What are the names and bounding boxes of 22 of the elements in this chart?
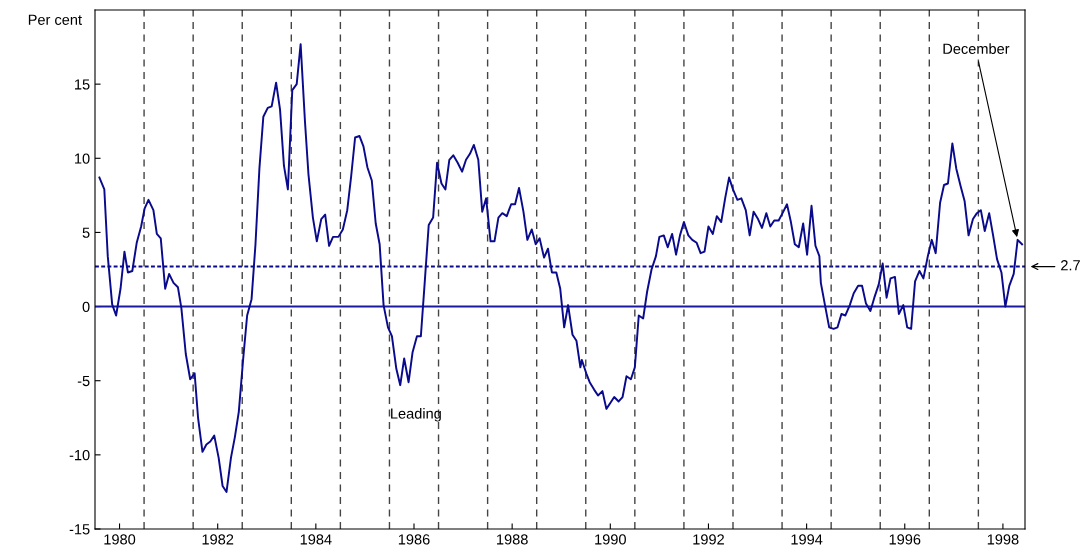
y-tick-label: -10 <box>69 449 90 461</box>
x-tick-label: 1998 <box>987 534 1019 545</box>
y-tick-label: 10 <box>75 153 90 164</box>
x-tick-label: 1996 <box>889 534 921 545</box>
y-tick-label: 0 <box>82 301 90 312</box>
x-tick-label: 1994 <box>791 534 823 545</box>
x-tick-label: 1988 <box>497 534 528 545</box>
y-axis-title: Per cent <box>28 14 82 25</box>
y-tick-label: 5 <box>82 227 90 238</box>
y-tick-label: -5 <box>77 375 90 387</box>
y-tick-label: -15 <box>69 524 90 535</box>
annotation: December <box>943 43 1010 54</box>
ref-line-label: 2.7 <box>1061 260 1080 271</box>
x-tick-label: 1986 <box>398 534 430 545</box>
annotation: Leading <box>391 408 441 422</box>
x-tick-label: 1980 <box>104 534 136 545</box>
x-tick-label: 1992 <box>693 534 724 545</box>
x-tick-label: 1982 <box>202 534 234 545</box>
x-tick-label: 1990 <box>595 534 626 545</box>
line-series <box>98 43 1024 493</box>
y-tick-label: 15 <box>75 79 90 90</box>
x-tick-label: 1984 <box>300 534 332 545</box>
